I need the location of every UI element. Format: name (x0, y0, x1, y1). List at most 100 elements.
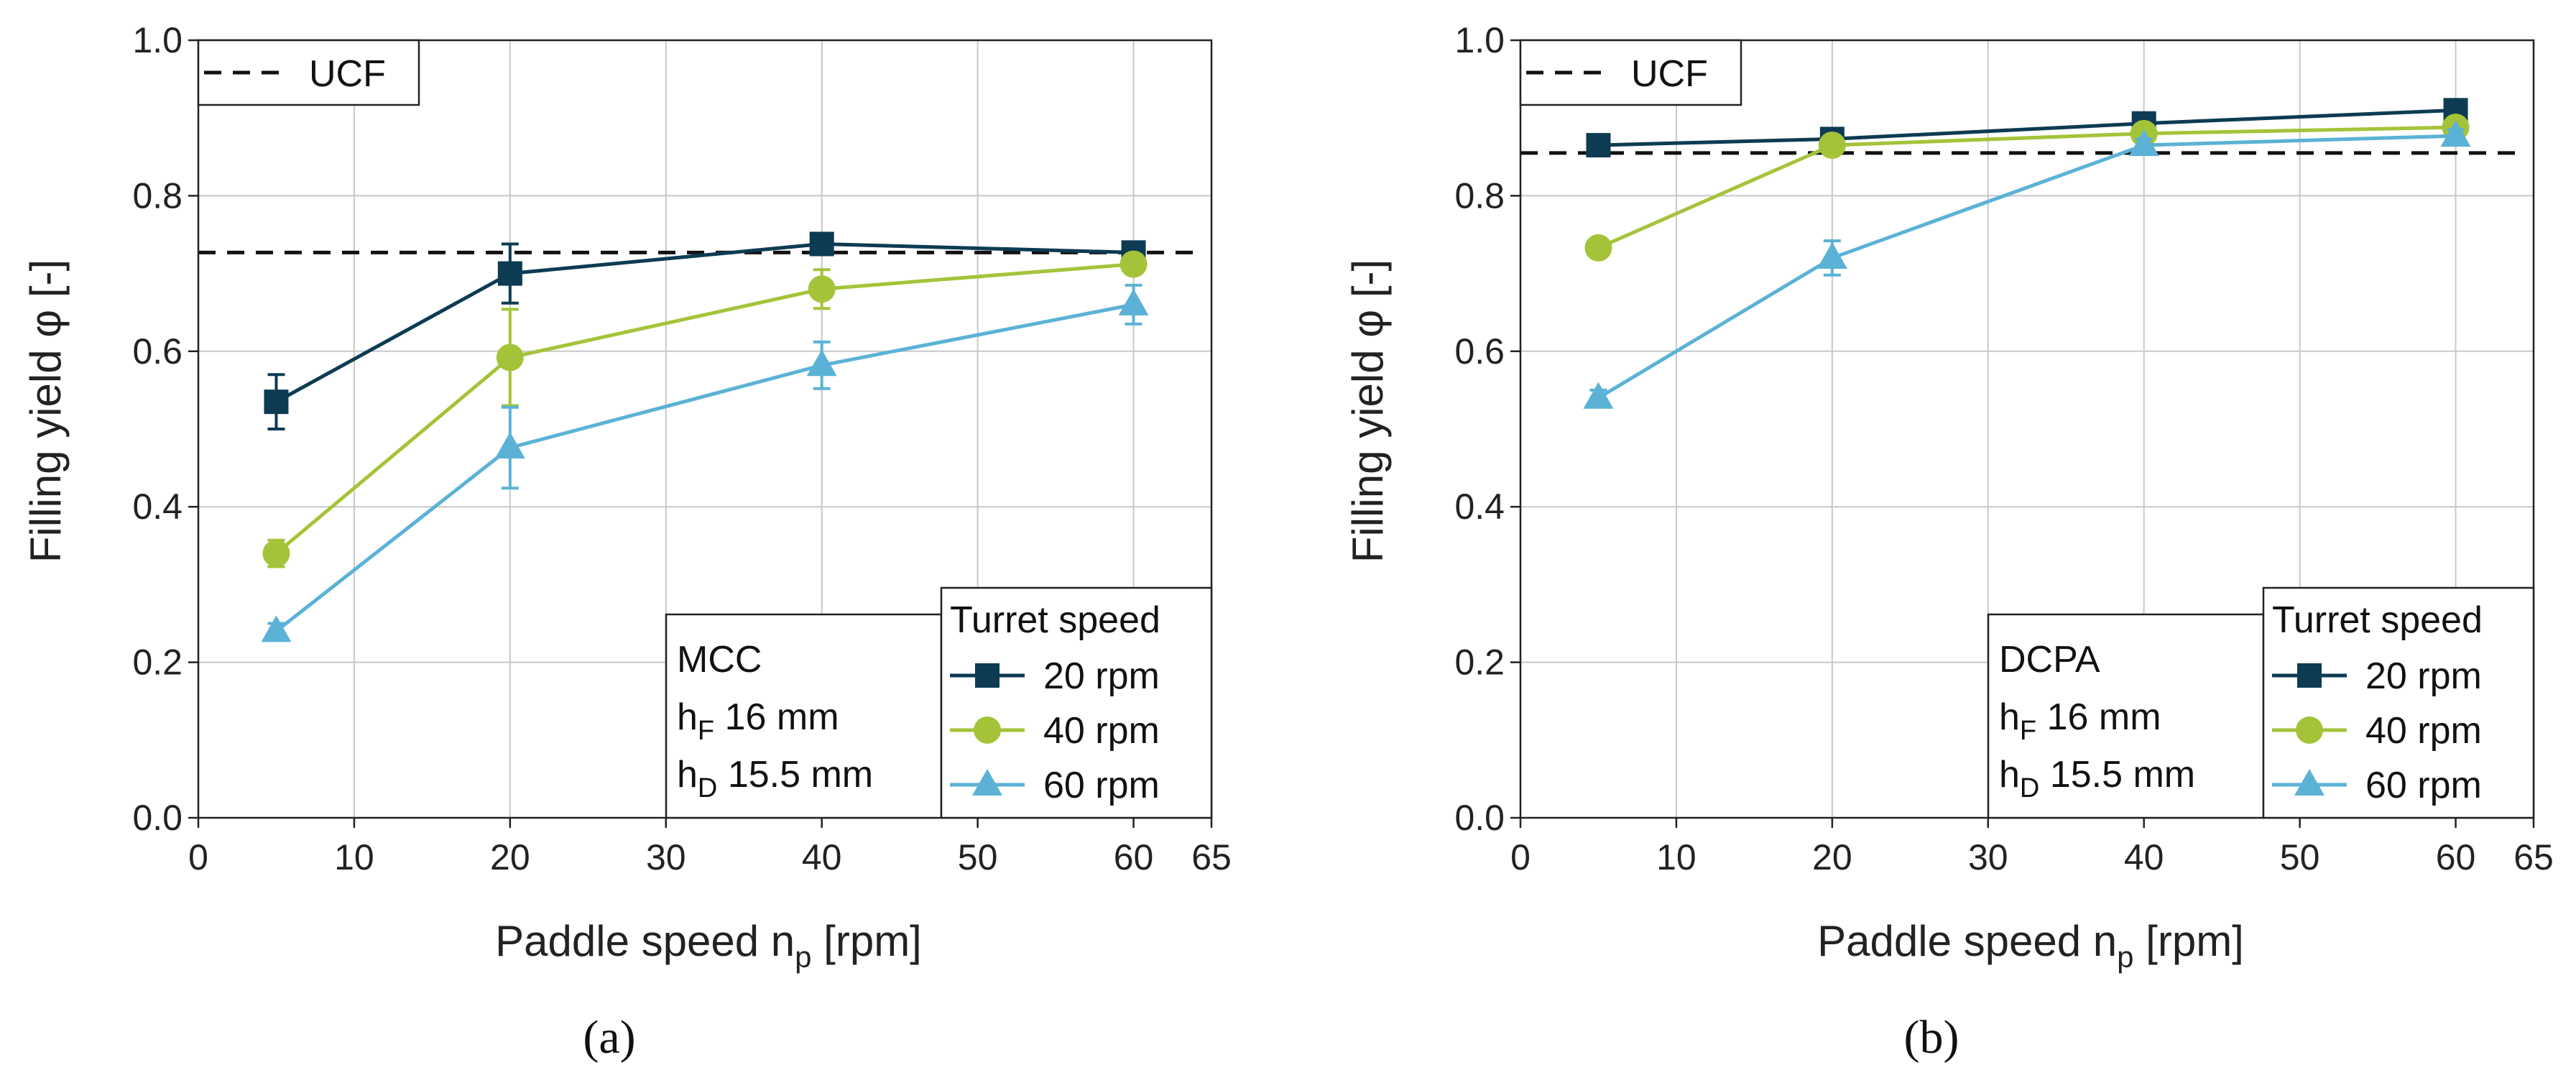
x-tick-label: 40 (2124, 837, 2164, 877)
legend-marker-square (2297, 663, 2322, 688)
legend-label: 60 rpm (1043, 765, 1160, 806)
data-point-circle (262, 540, 290, 568)
data-point-square (264, 389, 289, 415)
info-box-b: DCPA hF 16 mm hD 15.5 mm (1987, 613, 2265, 819)
panel-caption-b: (b) (1904, 1011, 1959, 1064)
legend-label: 40 rpm (1043, 710, 1160, 752)
data-point-triangle (494, 431, 525, 458)
x-tick-label: 20 (490, 837, 530, 877)
data-point-circle (808, 275, 836, 303)
data-point-square (809, 231, 834, 257)
data-point-triangle (261, 615, 292, 642)
x-tick-label: 65 (1191, 837, 1232, 877)
y-tick-label: 0.6 (132, 331, 183, 372)
x-axis-label-a: Paddle speed np [rpm] (495, 917, 922, 974)
ticks-a: 0 10 20 30 40 50 60 65 0.0 0.2 0.4 0.6 0.8 1.0 (132, 20, 1231, 877)
info-material-b: DCPA (1999, 639, 2100, 681)
x-tick-label: 30 (646, 837, 686, 877)
y-tick-label: 1.0 (1454, 20, 1505, 60)
info-hd-sub-a: D (698, 773, 717, 803)
series-line-20-rpm (275, 241, 1134, 404)
x-tick-label: 0 (1510, 837, 1531, 877)
series-line-60-rpm (1597, 134, 2456, 400)
ucf-legend-b: UCF (1519, 39, 1742, 106)
series-a (261, 231, 1149, 642)
x-axis-label-sub-b: p (2117, 940, 2133, 974)
x-tick-label: 65 (2513, 837, 2554, 877)
info-hf-value-b: 16 mm (2036, 696, 2161, 738)
data-point-square (497, 261, 522, 286)
x-axis-label-main-a: Paddle speed n (495, 917, 795, 965)
data-point-triangle (806, 349, 837, 377)
y-tick-label: 0.4 (132, 487, 183, 527)
x-tick-label: 30 (1968, 837, 2008, 877)
x-tick-label: 20 (1812, 837, 1852, 877)
y-axis-label-b: Filling yield φ [-] (1344, 259, 1392, 563)
x-tick-label: 50 (958, 837, 998, 877)
data-point-circle (1120, 250, 1148, 278)
legend-marker-square (975, 663, 1000, 688)
ucf-legend-a: UCF (197, 39, 420, 106)
series-legend-a: Turret speed 20 rpm 40 rpm 60 rpm (940, 586, 1213, 819)
info-hd-b: hD 15.5 mm (1999, 754, 2195, 803)
info-hf-a: hF 16 mm (677, 696, 839, 746)
x-axis-label-unit-a: [rpm] (812, 917, 922, 965)
data-point-triangle (1118, 288, 1149, 315)
panel-caption-a: (a) (583, 1011, 635, 1064)
info-box-a: MCC hF 16 mm hD 15.5 mm (665, 613, 943, 819)
ucf-legend-label-a: UCF (309, 53, 386, 95)
y-tick-label: 0.2 (1454, 642, 1505, 683)
info-hf-value-a: 16 mm (714, 696, 839, 738)
ticks-b: 0 10 20 30 40 50 60 65 0.0 0.2 0.4 0.6 0.8 1.0 (1454, 20, 2553, 877)
grid-a (198, 40, 1211, 818)
legend-label: 20 rpm (2365, 655, 2482, 697)
x-tick-label: 10 (334, 837, 374, 877)
panel-a: 0 10 20 30 40 50 60 65 0.0 0.2 0.4 0.6 0.8 1.0 UCF MC… (22, 20, 1232, 1064)
y-tick-label: 0.2 (132, 642, 183, 683)
x-tick-label: 40 (802, 837, 842, 877)
y-tick-label: 1.0 (132, 20, 183, 60)
data-point-triangle (2440, 120, 2471, 147)
legend-title-a: Turret speed (950, 599, 1160, 641)
y-tick-label: 0.4 (1454, 487, 1505, 527)
x-axis-label-main-b: Paddle speed n (1817, 917, 2117, 965)
info-hf-b: hF 16 mm (1999, 696, 2161, 746)
info-hd-a: hD 15.5 mm (677, 754, 873, 803)
data-point-triangle (1816, 241, 1847, 269)
legend-marker-circle (2296, 716, 2323, 744)
y-tick-label: 0.0 (132, 798, 183, 838)
x-axis-label-unit-b: [rpm] (2134, 917, 2244, 965)
x-tick-label: 10 (1656, 837, 1696, 877)
series-b (1583, 98, 2471, 409)
info-hf-sub-a: F (698, 716, 714, 746)
info-hd-value-b: 15.5 mm (2039, 754, 2195, 796)
panel-b: 0 10 20 30 40 50 60 65 0.0 0.2 0.4 0.6 0.8 1.0 UCF DC… (1344, 20, 2554, 1064)
data-point-triangle (1583, 382, 1614, 409)
ucf-legend-label-b: UCF (1631, 53, 1708, 95)
data-point-triangle (2128, 129, 2159, 157)
info-hf-main-a: h (677, 696, 698, 738)
data-point-square (1586, 133, 1611, 158)
y-tick-label: 0.8 (1454, 175, 1505, 216)
x-tick-label: 0 (188, 837, 208, 877)
y-tick-label: 0.0 (1454, 798, 1505, 838)
legend-label: 40 rpm (2365, 710, 2482, 752)
series-legend-b: Turret speed 20 rpm 40 rpm 60 rpm (2262, 586, 2535, 819)
x-axis-label-sub-a: p (795, 940, 811, 974)
info-hd-value-a: 15.5 mm (717, 754, 873, 796)
y-tick-label: 0.8 (132, 175, 183, 216)
info-hd-sub-b: D (2020, 773, 2039, 803)
data-point-circle (1818, 132, 1846, 160)
info-hd-main-b: h (1999, 754, 2020, 796)
x-axis-label-b: Paddle speed np [rpm] (1817, 917, 2244, 974)
data-point-circle (1584, 234, 1612, 262)
x-tick-label: 60 (1114, 837, 1154, 877)
info-hd-main-a: h (677, 754, 698, 796)
y-tick-label: 0.6 (1454, 331, 1505, 372)
legend-title-b: Turret speed (2272, 599, 2483, 641)
series-line-60-rpm (274, 303, 1135, 633)
x-tick-label: 50 (2280, 837, 2320, 877)
info-box-frame-a (665, 613, 943, 819)
legend-label: 20 rpm (1043, 655, 1160, 697)
